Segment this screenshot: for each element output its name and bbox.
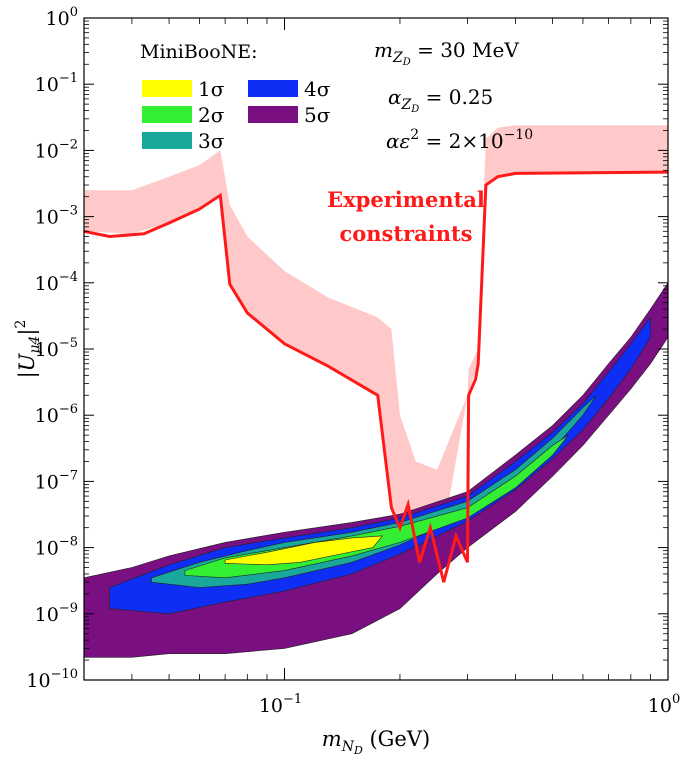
legend-label-4sigma: 4σ	[304, 77, 331, 101]
legend-swatch-1sigma	[142, 80, 192, 97]
y-tick-label: 10−3	[35, 204, 78, 229]
legend-label-3sigma: 3σ	[198, 129, 225, 153]
legend-label-5sigma: 5σ	[304, 103, 331, 127]
annotation-coupling: αZD = 0.25	[388, 85, 493, 115]
y-tick-label: 10−5	[35, 336, 78, 361]
y-tick-label: 10−9	[35, 601, 78, 626]
axis-ticks: 10−10 10−9 10−8 10−7 10−6 10−5 10−4 10−3 10−2 10−…	[26, 5, 680, 717]
y-tick-label: 10−6	[35, 402, 78, 427]
y-tick-label: 10−4	[35, 270, 78, 295]
x-tick-label: 100	[648, 692, 680, 717]
y-tick-label: 10−7	[35, 468, 78, 493]
plot-area	[84, 125, 668, 658]
series-region-4sigma	[109, 316, 651, 615]
legend-swatch-4sigma	[248, 80, 298, 97]
annotation-constraints: constraints	[339, 221, 472, 246]
legend-label-1sigma: 1σ	[198, 77, 225, 101]
y-tick-label: 10−1	[35, 71, 78, 96]
series-line-experimental-constraints	[84, 170, 668, 583]
series-band-experimental-constraints-band	[84, 125, 668, 568]
y-tick-label: 10−8	[35, 535, 78, 560]
x-tick-label: 10−1	[259, 692, 302, 717]
y-axis-label: |Uμ4|2	[13, 320, 43, 379]
annotation-mass: mZD = 30 MeV	[374, 38, 519, 68]
legend-label-2sigma: 2σ	[198, 103, 225, 127]
legend-swatch-3sigma	[142, 132, 192, 149]
y-tick-label: 100	[46, 5, 78, 30]
annotation-epsilon: αε2 = 2×10−10	[386, 127, 533, 153]
series-region-1sigma	[224, 535, 384, 566]
legend-swatch-2sigma	[142, 106, 192, 123]
y-tick-label: 10−10	[26, 667, 78, 692]
series-region-2sigma	[184, 434, 569, 579]
legend-swatch-5sigma	[248, 106, 298, 123]
annotation-experimental: Experimental	[327, 187, 485, 212]
y-tick-label: 10−2	[35, 137, 78, 162]
legend-title: MiniBooNE:	[140, 41, 258, 63]
x-axis-label: mND (GeV)	[322, 727, 430, 757]
